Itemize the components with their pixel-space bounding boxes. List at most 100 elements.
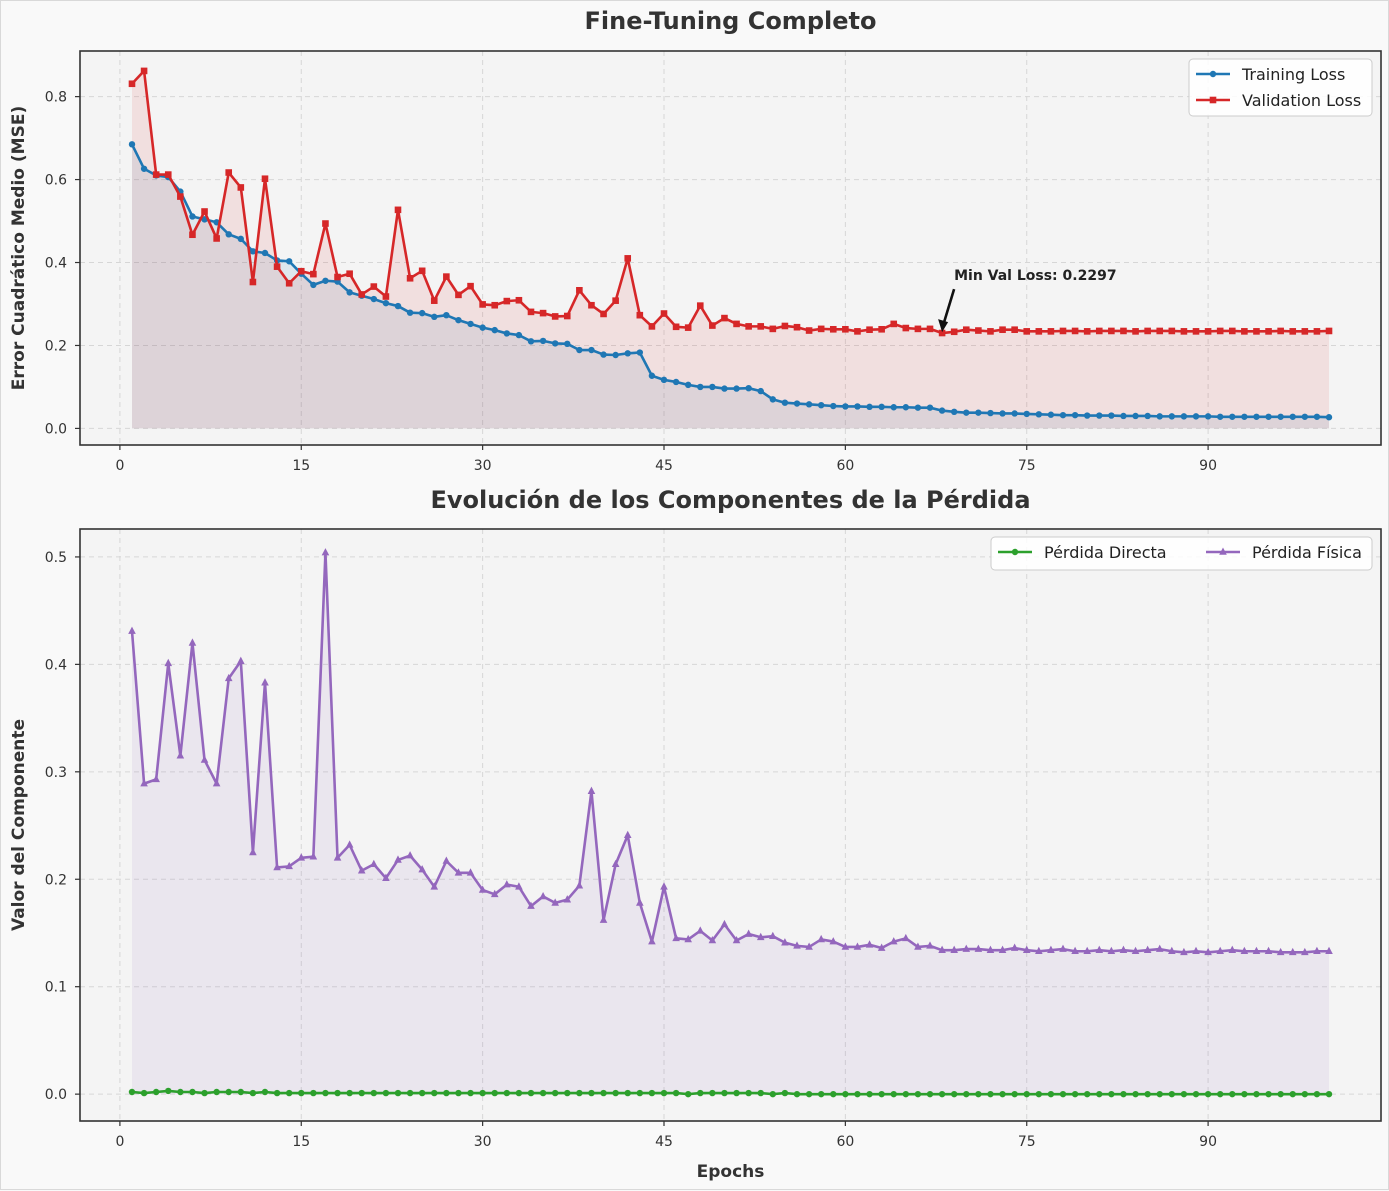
data-point bbox=[1071, 327, 1079, 335]
data-point bbox=[769, 931, 777, 940]
data-point bbox=[152, 171, 160, 178]
data-point bbox=[1265, 328, 1272, 335]
data-point bbox=[1035, 1090, 1043, 1098]
data-point bbox=[1229, 413, 1236, 420]
data-point bbox=[1010, 943, 1019, 951]
data-point bbox=[926, 941, 934, 949]
legend-marker bbox=[1209, 96, 1217, 104]
data-point bbox=[1325, 946, 1333, 955]
data-point bbox=[998, 945, 1007, 953]
data-point bbox=[1216, 327, 1224, 335]
plot-area bbox=[80, 51, 1381, 445]
data-point bbox=[491, 1089, 498, 1097]
data-point bbox=[322, 277, 329, 284]
data-point bbox=[201, 1089, 208, 1097]
data-point bbox=[467, 320, 474, 328]
data-point bbox=[829, 937, 838, 945]
data-point bbox=[394, 855, 402, 863]
data-point bbox=[224, 673, 233, 682]
data-point bbox=[273, 862, 281, 871]
data-point bbox=[322, 220, 329, 227]
data-point bbox=[503, 1089, 511, 1097]
data-point bbox=[128, 626, 136, 634]
data-point bbox=[842, 325, 849, 333]
data-point bbox=[721, 314, 728, 322]
data-point bbox=[769, 325, 777, 333]
data-point bbox=[539, 891, 547, 900]
data-point bbox=[310, 270, 317, 278]
data-point bbox=[1168, 327, 1176, 335]
data-point bbox=[1313, 328, 1321, 335]
data-point bbox=[249, 248, 257, 255]
data-point bbox=[781, 399, 789, 406]
data-point bbox=[261, 678, 269, 686]
annotation-arrowhead bbox=[938, 319, 949, 333]
data-point bbox=[744, 929, 753, 937]
data-point bbox=[1107, 946, 1116, 955]
data-point bbox=[200, 755, 209, 763]
data-point bbox=[1071, 1090, 1079, 1098]
data-point bbox=[503, 880, 511, 888]
data-point bbox=[902, 933, 910, 942]
data-point bbox=[1301, 413, 1309, 420]
data-point bbox=[1180, 328, 1188, 335]
legend-marker bbox=[1219, 547, 1227, 555]
data-point bbox=[1095, 945, 1104, 953]
data-point bbox=[479, 301, 486, 308]
data-point bbox=[382, 1089, 390, 1097]
axes-frame bbox=[79, 528, 1382, 1122]
x-tick-label: 60 bbox=[836, 1134, 854, 1150]
data-point bbox=[963, 409, 970, 416]
data-point bbox=[1047, 411, 1055, 418]
data-point bbox=[999, 410, 1006, 417]
data-point bbox=[1059, 1090, 1067, 1098]
data-point bbox=[443, 1089, 450, 1097]
data-point bbox=[866, 326, 873, 334]
data-point bbox=[1144, 412, 1151, 420]
data-point bbox=[890, 1090, 897, 1098]
data-point bbox=[853, 942, 862, 950]
data-point bbox=[527, 308, 535, 316]
data-point bbox=[140, 165, 148, 172]
y-tick-label: 0.4 bbox=[45, 657, 67, 673]
x-tick-label: 30 bbox=[474, 458, 492, 474]
data-point bbox=[431, 313, 438, 321]
data-point bbox=[225, 231, 232, 238]
data-point bbox=[563, 895, 572, 903]
data-point bbox=[370, 859, 378, 868]
data-point bbox=[745, 323, 752, 330]
data-point bbox=[128, 1088, 136, 1096]
data-point bbox=[987, 1090, 994, 1098]
data-point bbox=[1277, 413, 1284, 420]
data-point bbox=[624, 1089, 631, 1097]
data-point bbox=[793, 941, 801, 949]
data-point bbox=[1253, 413, 1260, 420]
y-axis-label: Valor del Componente bbox=[9, 719, 29, 931]
annotation-text: Min Val Loss: 0.2297 bbox=[954, 268, 1116, 284]
data-point bbox=[212, 779, 221, 787]
data-point bbox=[709, 383, 716, 391]
data-point bbox=[152, 1088, 160, 1096]
data-point bbox=[1180, 1090, 1188, 1098]
data-point bbox=[1325, 1090, 1333, 1098]
data-point bbox=[1108, 412, 1115, 419]
data-point bbox=[466, 868, 475, 876]
x-tick-label: 90 bbox=[1199, 1134, 1217, 1150]
data-point bbox=[1241, 1090, 1248, 1098]
data-point bbox=[999, 326, 1006, 334]
y-tick-label: 0.0 bbox=[45, 421, 67, 437]
data-point bbox=[1144, 1090, 1151, 1098]
data-point bbox=[358, 1089, 365, 1097]
data-point bbox=[757, 323, 765, 330]
data-point bbox=[612, 1089, 619, 1097]
legend: Training Loss Validation Loss bbox=[1188, 58, 1373, 117]
data-point bbox=[1132, 1090, 1139, 1098]
data-point bbox=[285, 1089, 293, 1097]
data-point bbox=[805, 942, 813, 950]
data-point bbox=[745, 384, 752, 392]
data-point bbox=[346, 289, 353, 296]
data-point bbox=[817, 401, 825, 409]
data-point bbox=[285, 258, 293, 265]
data-point bbox=[1265, 1090, 1272, 1098]
data-point bbox=[1301, 1090, 1309, 1098]
